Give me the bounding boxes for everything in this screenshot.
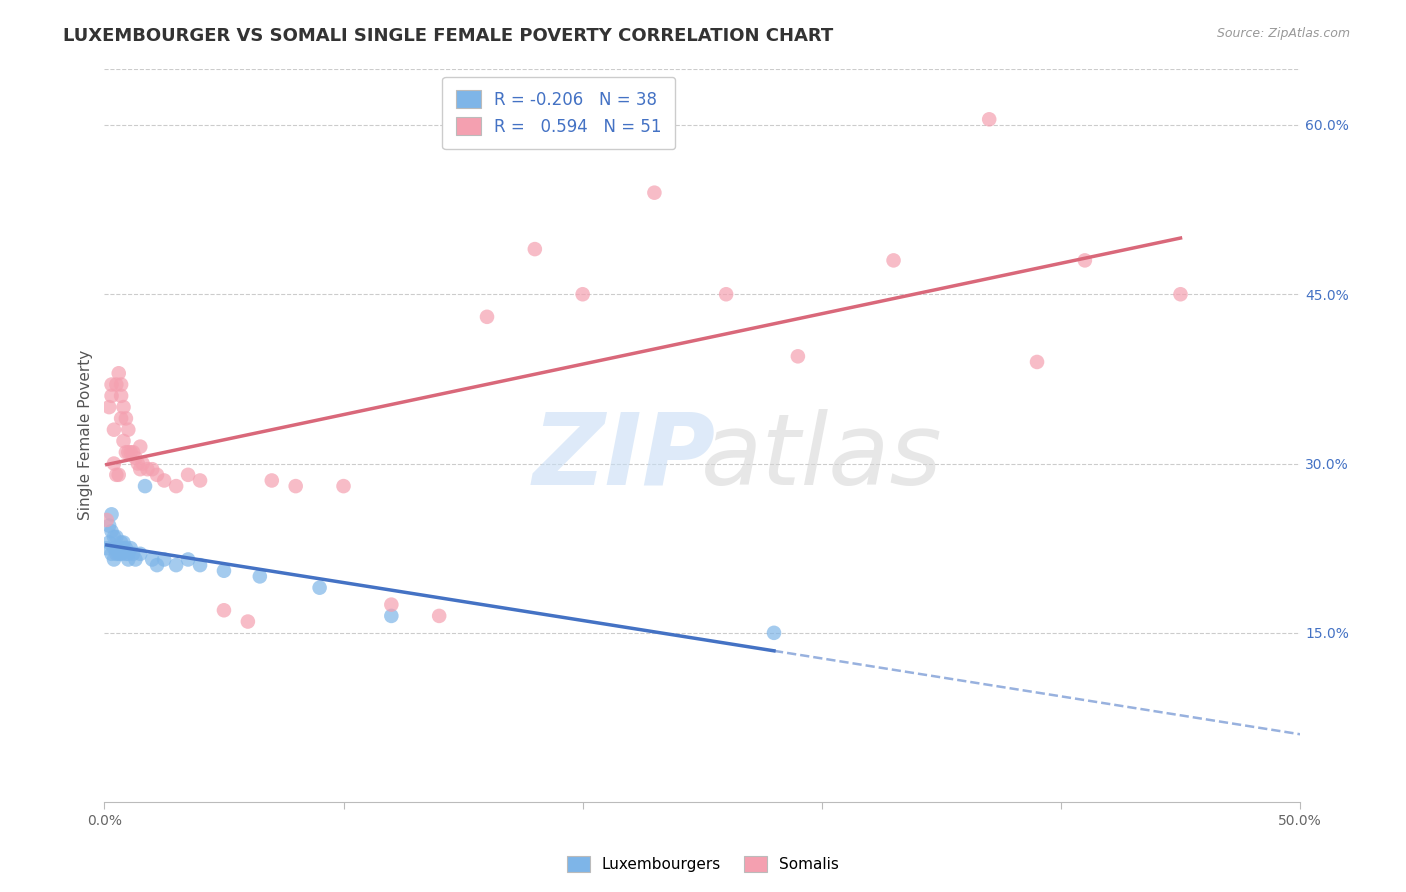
Point: [1074, 253, 1097, 268]
Point: [124, 552, 146, 566]
Point: [523, 242, 546, 256]
Point: [714, 287, 737, 301]
Point: [332, 479, 354, 493]
Point: [188, 474, 211, 488]
Point: [98, 535, 121, 549]
Point: [188, 558, 211, 573]
Point: [141, 552, 163, 566]
Text: atlas: atlas: [702, 409, 942, 506]
Point: [136, 462, 159, 476]
Point: [103, 457, 125, 471]
Point: [643, 186, 665, 200]
Point: [979, 112, 1001, 127]
Point: [124, 450, 146, 465]
Text: Source: ZipAtlas.com: Source: ZipAtlas.com: [1216, 27, 1350, 40]
Point: [165, 558, 187, 573]
Point: [212, 603, 235, 617]
Point: [308, 581, 330, 595]
Legend: Luxembourgers, Somalis: Luxembourgers, Somalis: [560, 848, 846, 880]
Text: LUXEMBOURGER VS SOMALI SINGLE FEMALE POVERTY CORRELATION CHART: LUXEMBOURGER VS SOMALI SINGLE FEMALE POV…: [63, 27, 834, 45]
Legend: R = -0.206   N = 38, R =   0.594   N = 51: R = -0.206 N = 38, R = 0.594 N = 51: [443, 77, 675, 149]
Point: [112, 535, 135, 549]
Point: [98, 518, 121, 533]
Point: [100, 524, 122, 539]
Point: [115, 445, 138, 459]
Point: [107, 547, 129, 561]
Point: [117, 423, 139, 437]
Point: [96, 541, 118, 556]
Point: [122, 445, 145, 459]
Point: [112, 434, 135, 448]
Point: [380, 608, 402, 623]
Point: [129, 547, 152, 561]
Point: [110, 411, 132, 425]
Point: [103, 530, 125, 544]
Point: [105, 541, 128, 556]
Point: [100, 389, 122, 403]
Point: [96, 513, 118, 527]
Point: [103, 552, 125, 566]
Point: [129, 462, 152, 476]
Point: [98, 400, 121, 414]
Point: [1026, 355, 1049, 369]
Point: [107, 541, 129, 556]
Point: [110, 535, 132, 549]
Point: [212, 564, 235, 578]
Point: [110, 547, 132, 561]
Point: [107, 366, 129, 380]
Point: [284, 479, 307, 493]
Point: [122, 547, 145, 561]
Point: [100, 508, 122, 522]
Point: [105, 530, 128, 544]
Point: [105, 467, 128, 482]
Point: [883, 253, 905, 268]
Point: [110, 389, 132, 403]
Text: ZIP: ZIP: [533, 409, 716, 506]
Point: [134, 479, 156, 493]
Point: [131, 457, 153, 471]
Point: [786, 349, 808, 363]
Point: [165, 479, 187, 493]
Point: [380, 598, 402, 612]
Point: [105, 547, 128, 561]
Point: [115, 541, 138, 556]
Point: [103, 423, 125, 437]
Point: [571, 287, 593, 301]
Point: [153, 474, 176, 488]
Point: [112, 400, 135, 414]
Point: [762, 625, 785, 640]
Point: [107, 467, 129, 482]
Point: [117, 552, 139, 566]
Point: [115, 547, 138, 561]
Point: [146, 467, 169, 482]
Point: [117, 547, 139, 561]
Point: [120, 541, 142, 556]
Point: [127, 457, 149, 471]
Point: [100, 547, 122, 561]
Point: [117, 445, 139, 459]
Point: [110, 377, 132, 392]
Y-axis label: Single Female Poverty: Single Female Poverty: [79, 351, 93, 520]
Point: [249, 569, 271, 583]
Point: [129, 440, 152, 454]
Point: [177, 552, 200, 566]
Point: [475, 310, 498, 324]
Point: [112, 541, 135, 556]
Point: [103, 541, 125, 556]
Point: [236, 615, 259, 629]
Point: [153, 552, 176, 566]
Point: [100, 377, 122, 392]
Point: [260, 474, 283, 488]
Point: [105, 377, 128, 392]
Point: [120, 445, 142, 459]
Point: [1170, 287, 1192, 301]
Point: [141, 462, 163, 476]
Point: [115, 411, 138, 425]
Point: [427, 608, 450, 623]
Point: [146, 558, 169, 573]
Point: [177, 467, 200, 482]
